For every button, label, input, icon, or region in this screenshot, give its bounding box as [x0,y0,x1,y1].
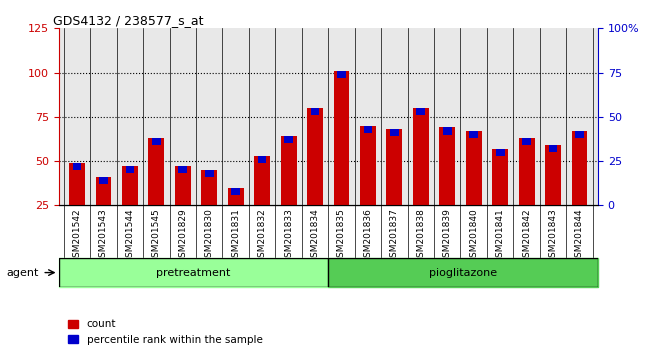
Text: GSM201839: GSM201839 [443,208,452,263]
Text: GSM201544: GSM201544 [125,208,135,263]
Bar [360,126,376,205]
Text: GSM201545: GSM201545 [152,208,161,263]
Bar [148,138,164,205]
Text: GSM201836: GSM201836 [363,208,372,263]
Bar [333,71,350,205]
Text: GSM201543: GSM201543 [99,208,108,263]
Bar [254,156,270,205]
Bar [175,166,190,205]
Bar [417,108,425,115]
Bar [328,258,598,287]
Text: GSM201844: GSM201844 [575,208,584,263]
Legend: count, percentile rank within the sample: count, percentile rank within the sample [64,315,266,349]
Bar [227,188,244,205]
Text: GSM201829: GSM201829 [178,208,187,263]
Bar [387,129,402,205]
Bar [205,170,214,177]
Bar [413,108,429,205]
Bar [545,145,561,205]
Text: GSM201835: GSM201835 [337,208,346,263]
Bar [575,131,584,138]
Bar [549,145,558,152]
Text: GSM201842: GSM201842 [522,208,531,263]
Bar [231,188,240,195]
Bar [281,136,296,205]
Bar [311,108,319,115]
Bar [522,138,531,145]
Text: GSM201830: GSM201830 [205,208,214,263]
Bar [337,71,346,78]
Text: GSM201831: GSM201831 [231,208,240,263]
Bar [122,166,138,205]
Bar [439,127,455,205]
Bar [125,166,135,173]
Bar [258,156,266,163]
Text: GSM201841: GSM201841 [496,208,504,263]
Bar [284,136,293,143]
Text: pretreatment: pretreatment [156,268,231,278]
Bar [179,166,187,173]
Text: agent: agent [6,268,39,278]
Bar [58,258,328,287]
Bar [496,149,504,156]
Text: GSM201833: GSM201833 [284,208,293,263]
Text: pioglitazone: pioglitazone [429,268,497,278]
Bar [96,177,111,205]
Bar [73,163,81,170]
Text: GSM201832: GSM201832 [257,208,266,263]
Bar [571,131,588,205]
Text: GDS4132 / 238577_s_at: GDS4132 / 238577_s_at [53,14,203,27]
Text: GSM201840: GSM201840 [469,208,478,263]
Bar [390,129,398,136]
Bar [202,170,217,205]
Bar [307,108,323,205]
Text: GSM201837: GSM201837 [390,208,399,263]
Bar [492,149,508,205]
Text: GSM201542: GSM201542 [73,208,81,263]
Bar [519,138,534,205]
Bar [99,177,108,184]
Bar [443,127,452,135]
Text: GSM201838: GSM201838 [416,208,425,263]
Bar [466,131,482,205]
Text: GSM201843: GSM201843 [549,208,558,263]
Bar [469,131,478,138]
Text: GSM201834: GSM201834 [311,208,320,263]
Bar [363,126,372,133]
Bar [152,138,161,145]
Bar [69,163,85,205]
